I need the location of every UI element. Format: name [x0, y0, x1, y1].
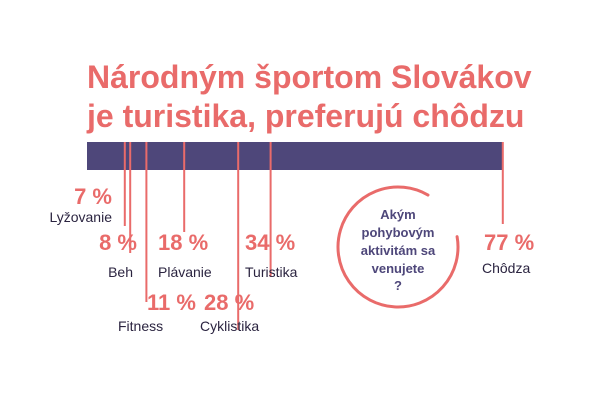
category-label: Chôdza — [482, 260, 530, 276]
question-circle — [336, 185, 460, 309]
category-label: Beh — [108, 264, 133, 280]
category-label: Turistika — [245, 264, 298, 280]
chart-title-line: Národným športom Slovákov — [87, 59, 532, 95]
full-bar — [87, 142, 503, 170]
question-text-line: ? — [394, 278, 402, 293]
value-label: 77 % — [484, 230, 534, 255]
value-label: 11 % — [147, 290, 196, 315]
question-text-line: Akým — [380, 207, 415, 222]
value-label: 7 % — [74, 184, 112, 209]
category-label: Cyklistika — [200, 318, 259, 334]
value-label: 8 % — [99, 230, 137, 255]
chart-title-line: je turistika, preferujú chôdzu — [86, 98, 524, 134]
category-label: Lyžovanie — [49, 209, 112, 225]
category-label: Fitness — [118, 318, 163, 334]
value-label: 28 % — [204, 290, 254, 315]
question-text-line: aktivitám sa — [361, 243, 436, 258]
value-label: 18 % — [158, 230, 208, 255]
value-label: 34 % — [245, 230, 295, 255]
question-text-line: venujete — [372, 261, 425, 276]
category-label: Plávanie — [158, 264, 212, 280]
question-text-line: pohybovým — [362, 225, 435, 240]
